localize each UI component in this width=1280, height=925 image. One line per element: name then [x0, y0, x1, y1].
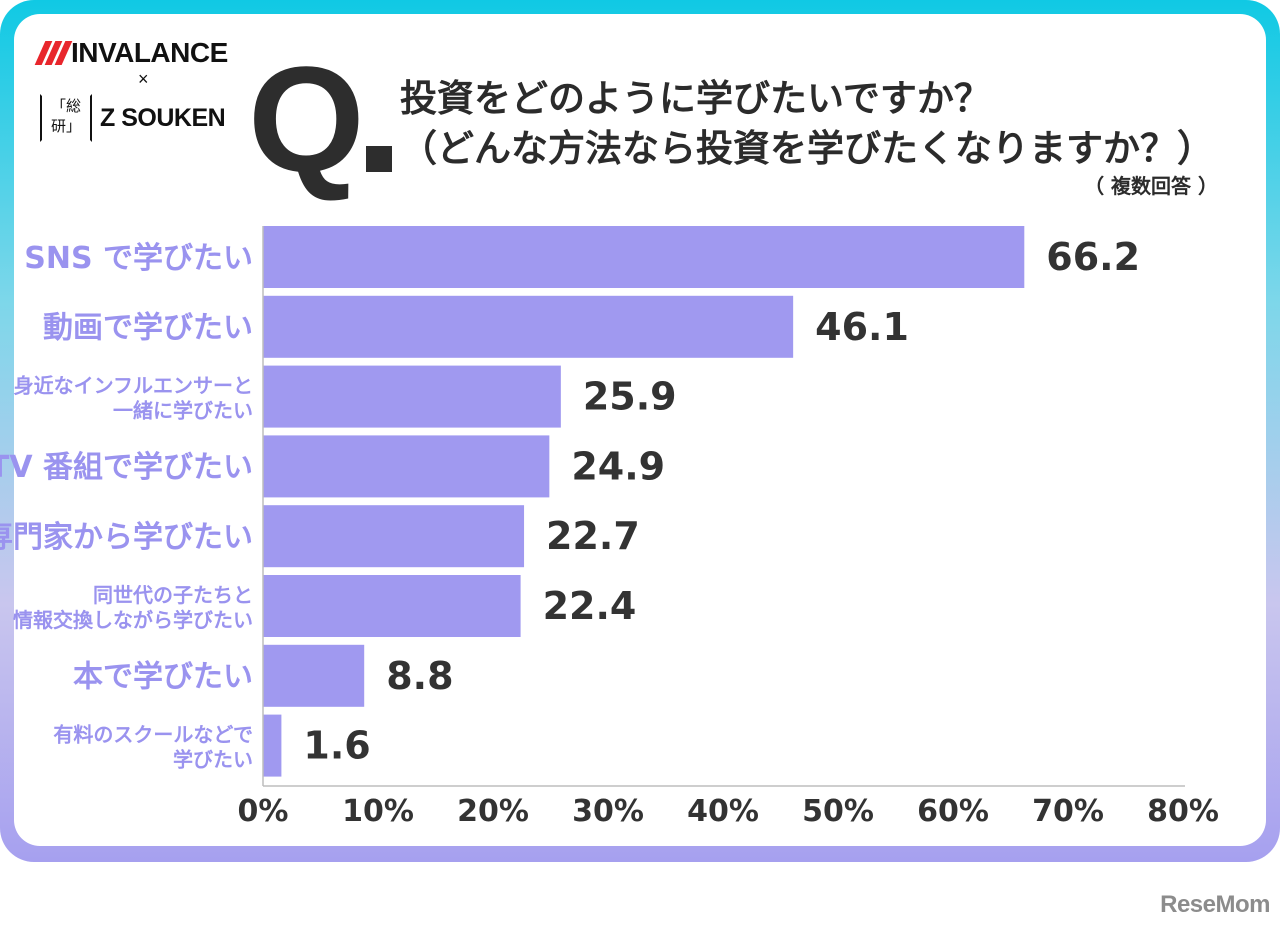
category-label: 同世代の子たちと	[93, 583, 253, 607]
category-label: 有料のスクールなどで	[53, 723, 253, 747]
category-label: 専門家から学びたい	[0, 520, 253, 555]
value-label: 1.6	[303, 724, 370, 768]
invalance-logo: INVALANCE	[34, 36, 228, 70]
bar	[263, 505, 525, 568]
category-label: 一緒に学びたい	[113, 399, 253, 423]
category-label: 身近なインフルエンサーと	[14, 374, 253, 398]
q-letter: Q	[248, 35, 365, 203]
invalance-name: INVALANCE	[71, 37, 228, 68]
category-label: TV 番組で学びたい	[0, 450, 253, 485]
x-tick-label: 60%	[917, 794, 989, 829]
x-tick-label: 0%	[238, 794, 289, 829]
multiple-answer-note: （ 複数回答 ）	[1084, 174, 1218, 198]
bar	[263, 714, 282, 777]
bar	[263, 365, 561, 428]
category-label: 本で学びたい	[73, 660, 253, 695]
x-tick-label: 10%	[342, 794, 414, 829]
bar	[263, 644, 365, 707]
value-label: 22.4	[543, 584, 637, 628]
bar	[263, 295, 794, 358]
bar	[263, 226, 1025, 288]
souken-mark: 「総 研」	[40, 94, 92, 142]
resemom-logo: ReseMom	[1160, 891, 1270, 918]
question-title: 投資をどのように学びたいですか？	[400, 77, 991, 120]
x-tick-label: 70%	[1032, 794, 1104, 829]
question-subtitle: （どんな方法なら投資を学びたくなりますか？）	[400, 127, 1214, 170]
souken-name: Z SOUKEN	[100, 103, 226, 132]
category-label: 情報交換しながら学びたい	[13, 608, 253, 632]
souken-logo: 「総 研」 Z SOUKEN	[40, 94, 228, 142]
collab-times: ×	[138, 69, 149, 89]
bar	[263, 575, 521, 637]
brand-logos: INVALANCE × 「総 研」 Z SOUKEN	[34, 36, 228, 142]
x-tick-label: 30%	[572, 794, 644, 829]
value-label: 22.7	[546, 514, 640, 558]
value-label: 8.8	[386, 654, 453, 698]
value-label: 46.1	[815, 305, 909, 349]
x-tick-label: 40%	[687, 794, 759, 829]
x-tick-label: 50%	[802, 794, 874, 829]
value-label: 66.2	[1046, 235, 1140, 279]
category-label: SNS で学びたい	[24, 241, 253, 276]
category-label: 動画で学びたい	[43, 311, 253, 346]
q-dot	[366, 146, 392, 172]
chart-panel	[14, 14, 1266, 846]
value-label: 24.9	[571, 444, 665, 488]
value-label: 25.9	[583, 375, 677, 419]
bar	[263, 435, 550, 498]
category-label: 学びたい	[173, 748, 253, 772]
x-tick-label: 20%	[457, 794, 529, 829]
x-tick-label: 80%	[1147, 794, 1219, 829]
